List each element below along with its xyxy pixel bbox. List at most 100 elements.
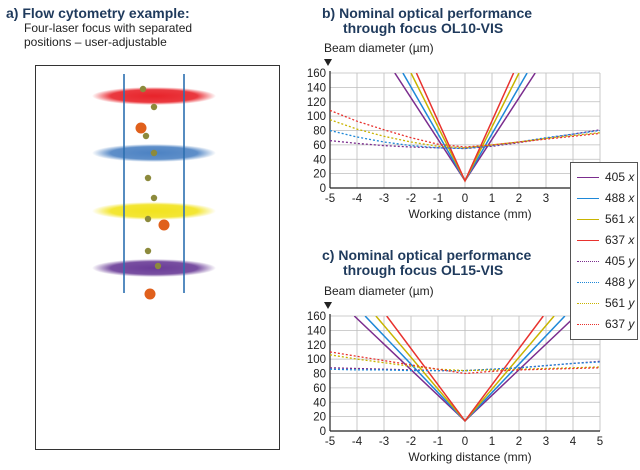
particle-dot xyxy=(142,132,150,140)
chart-c-series-561-y xyxy=(330,354,600,372)
chart-c-y-tick-label: 100 xyxy=(307,354,326,366)
chart-c-y-tick-label: 120 xyxy=(307,340,326,352)
laser-focus-diagram xyxy=(92,74,216,300)
red-laser-spot xyxy=(92,87,216,105)
legend-label: 561 x xyxy=(605,212,634,226)
legend-label: 488 y xyxy=(605,275,634,289)
legend-axis: x xyxy=(628,212,635,226)
chart-c-y-tick-label: 60 xyxy=(313,383,326,395)
legend-swatch xyxy=(577,324,599,325)
chart-b-series-637-y xyxy=(330,109,600,148)
chart-c-x-tick-label: -3 xyxy=(379,436,389,448)
chart-c-y-axis-label: Beam diameter (µm) xyxy=(324,284,434,298)
chart-b-y-tick-label: 100 xyxy=(307,111,326,123)
legend-swatch xyxy=(577,177,599,178)
chart-ol15-vis: Beam diameter (µm)020406080100120140160-… xyxy=(307,284,603,464)
chart-c-x-tick-label: 3 xyxy=(543,436,549,448)
chart-b-y-axis-arrow-icon xyxy=(324,59,332,66)
chart-b-x-tick-label: -3 xyxy=(379,193,389,205)
legend-item: 637 y xyxy=(577,316,637,334)
legend-swatch xyxy=(577,261,599,262)
particle-dot xyxy=(154,262,162,270)
chart-c-y-tick-label: 40 xyxy=(313,397,326,409)
legend-axis: y xyxy=(628,296,635,310)
legend-swatch xyxy=(577,219,599,220)
chart-b-series-488-y xyxy=(330,129,600,150)
chart-b-x-tick-label: -2 xyxy=(406,193,416,205)
particle-dot xyxy=(144,247,152,255)
chart-b-x-tick-label: 1 xyxy=(489,193,495,205)
chart-c-y-tick-label: 20 xyxy=(313,412,326,424)
legend-wavelength: 637 xyxy=(605,317,629,331)
chart-b-y-tick-label: 60 xyxy=(313,140,326,152)
legend-item: 405 y xyxy=(577,253,637,271)
chart-c-x-axis-label: Working distance (mm) xyxy=(408,450,531,464)
panel-b-title-line2: through focus OL10-VIS xyxy=(343,20,504,36)
legend-wavelength: 405 xyxy=(605,170,629,184)
legend-axis: x xyxy=(628,191,635,205)
legend-axis: y xyxy=(628,317,635,331)
chart-b-y-tick-label: 20 xyxy=(313,169,326,181)
chart-c-x-tick-label: 2 xyxy=(516,436,522,448)
chart-c-y-tick-label: 140 xyxy=(307,325,326,337)
legend-label: 637 y xyxy=(605,317,634,331)
chart-b-x-axis-label: Working distance (mm) xyxy=(408,207,531,221)
legend-swatch xyxy=(577,240,599,241)
particle-dot xyxy=(144,215,152,223)
legend: 405 x 488 x 561 x 637 x 405 y 488 y 561 y 637 y xyxy=(570,162,638,340)
chart-c-y-tick-label: 0 xyxy=(320,426,326,438)
legend-axis: y xyxy=(628,275,635,289)
chart-b-y-tick-label: 0 xyxy=(320,183,326,195)
purple-laser-spot xyxy=(92,259,216,277)
chart-c-x-tick-label: 1 xyxy=(489,436,495,448)
chart-b-x-tick-label: 2 xyxy=(516,193,522,205)
chart-b-x-tick-label: -4 xyxy=(352,193,363,205)
legend-label: 405 x xyxy=(605,170,634,184)
chart-c-series-637-y xyxy=(330,351,600,375)
particle-dot xyxy=(158,219,170,231)
chart-ol10-vis: Beam diameter (µm)020406080100120140160-… xyxy=(307,41,603,221)
panel-b-title-line1: b) Nominal optical performance xyxy=(322,5,533,21)
legend-label: 488 x xyxy=(605,191,634,205)
chart-b-x-tick-label: 0 xyxy=(462,193,468,205)
chart-c-x-tick-label: -5 xyxy=(325,436,335,448)
chart-c-x-tick-label: 4 xyxy=(570,436,577,448)
particle-dot xyxy=(150,194,158,202)
particle-dot xyxy=(135,122,147,134)
legend-wavelength: 561 xyxy=(605,296,629,310)
legend-swatch xyxy=(577,282,599,283)
legend-item: 488 x xyxy=(577,190,637,208)
legend-wavelength: 488 xyxy=(605,191,629,205)
legend-wavelength: 488 xyxy=(605,275,629,289)
legend-axis: x xyxy=(628,170,635,184)
chart-b-series-561-y xyxy=(330,119,600,149)
legend-label: 405 y xyxy=(605,254,634,268)
chart-c-y-tick-label: 160 xyxy=(307,311,326,323)
chart-b-y-axis-label: Beam diameter (µm) xyxy=(324,41,434,55)
panel-a-subtitle-line1: Four-laser focus with separated xyxy=(24,21,193,35)
legend-wavelength: 561 xyxy=(605,212,629,226)
legend-item: 405 x xyxy=(577,169,637,187)
panel-c-title-line2: through focus OL15-VIS xyxy=(343,262,504,278)
legend-swatch xyxy=(577,198,599,199)
chart-b-series-637-x xyxy=(415,73,515,183)
chart-c-y-axis-arrow-icon xyxy=(324,302,332,309)
chart-b-y-tick-label: 80 xyxy=(313,126,326,138)
legend-axis: y xyxy=(628,254,635,268)
chart-c-x-tick-label: -2 xyxy=(406,436,416,448)
flow-cytometry-illustration xyxy=(35,65,280,450)
legend-axis: x xyxy=(628,233,635,247)
panel-c-title-line1: c) Nominal optical performance xyxy=(322,247,532,263)
particle-dot xyxy=(144,288,156,300)
panel-a-subtitle-line2: positions – user-adjustable xyxy=(24,35,167,49)
chart-c-x-tick-label: -1 xyxy=(433,436,443,448)
legend-item: 561 x xyxy=(577,211,637,229)
legend-label: 637 x xyxy=(605,233,634,247)
chart-c-series-637-x xyxy=(386,316,544,423)
legend-item: 488 y xyxy=(577,274,637,292)
particle-dot xyxy=(144,174,152,182)
chart-b-y-tick-label: 40 xyxy=(313,154,326,166)
particle-dot xyxy=(139,85,147,93)
chart-c-series-488-y xyxy=(330,361,600,372)
chart-b-series-405-y xyxy=(330,129,600,150)
